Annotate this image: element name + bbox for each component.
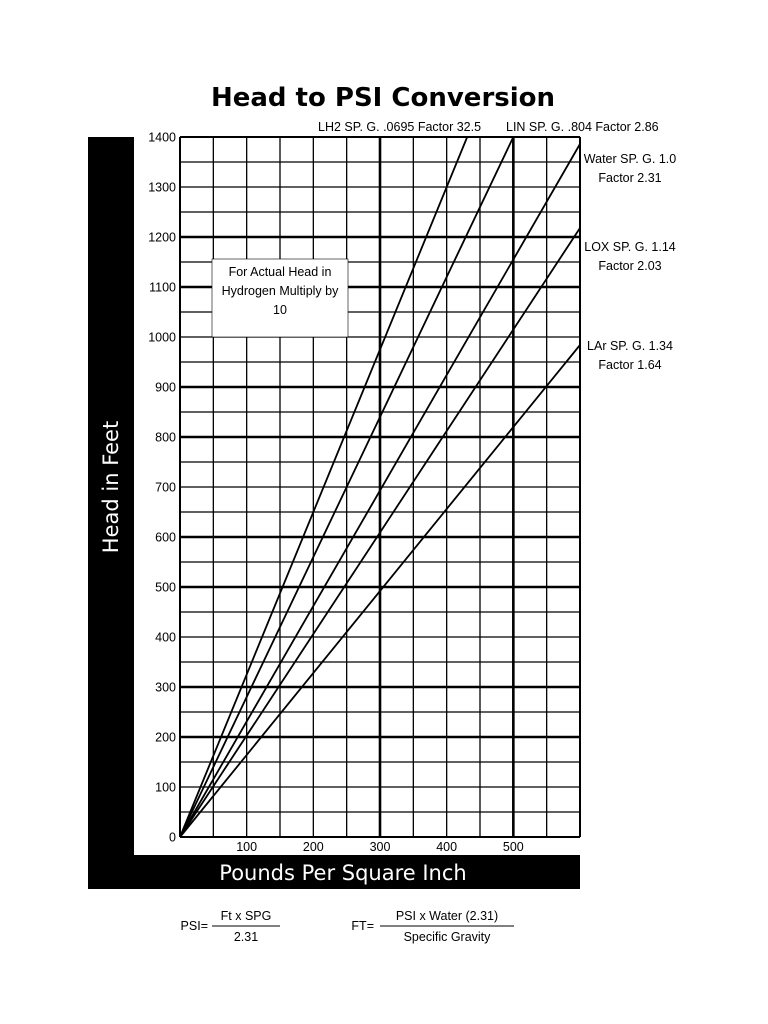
y-tick-label: 1100 [149,281,176,295]
series-label: Factor 1.64 [598,358,661,372]
y-tick-label: 1400 [148,131,176,145]
grid [179,136,581,838]
x-tick-label: 400 [436,840,457,854]
hydrogen-note-line-2: Hydrogen Multiply by [222,284,339,298]
x-tick-label: 100 [236,840,257,854]
y-tick-label: 400 [155,631,176,645]
x-axis-title-band [88,855,580,889]
psi-formula-denominator: 2.31 [234,930,258,944]
y-axis-title-band [88,137,134,889]
series-label: LH2 SP. G. .0695 Factor 32.5 [318,120,481,134]
y-tick-label: 1000 [148,331,176,345]
y-tick-label: 300 [155,681,176,695]
series-line [179,344,581,838]
hydrogen-note-line-1: For Actual Head in [229,265,332,279]
y-tick-label: 1200 [148,231,176,245]
ft-formula-lhs: FT= [351,919,374,933]
hydrogen-note-box [211,258,349,338]
series-label: Water SP. G. 1.0 [584,152,676,166]
y-tick-label: 600 [155,531,176,545]
y-tick-label: 0 [169,831,176,845]
psi-formula-lhs: PSI= [181,919,208,933]
series-line [179,143,581,838]
chart-title: Head to PSI Conversion [211,83,555,113]
y-tick-label: 700 [155,481,176,495]
y-tick-label: 100 [155,781,176,795]
series-label: LOX SP. G. 1.14 [584,240,676,254]
y-tick-label: 800 [155,431,176,445]
ft-formula: FT= PSI x Water (2.31) Specific Gravity [351,909,514,944]
ft-formula-numerator: PSI x Water (2.31) [396,909,498,923]
series-label: Factor 2.31 [598,171,661,185]
y-tick-label: 200 [155,731,176,745]
y-tick-label: 1300 [148,181,176,195]
series-label: Factor 2.03 [598,259,661,273]
series-label: LAr SP. G. 1.34 [587,339,673,353]
x-tick-label: 300 [370,840,391,854]
x-tick-label: 200 [303,840,324,854]
psi-formula: PSI= Ft x SPG 2.31 [181,909,280,944]
series-labels: LH2 SP. G. .0695 Factor 32.5 LIN SP. G. .… [318,120,676,372]
hydrogen-note: For Actual Head in Hydrogen Multiply by … [211,258,349,338]
series-line [179,136,469,838]
x-axis-title: Pounds Per Square Inch [219,861,466,885]
y-tick-label: 500 [155,581,176,595]
y-axis-title: Head in Feet [99,421,123,553]
psi-formula-numerator: Ft x SPG [221,909,272,923]
x-tick-label: 500 [503,840,524,854]
y-tick-label: 900 [155,381,176,395]
series-line [179,136,515,838]
hydrogen-note-line-3: 10 [273,303,287,317]
series-lines [179,136,581,838]
series-line [179,227,581,838]
series-label: LIN SP. G. .804 Factor 2.86 [506,120,659,134]
tick-labels: 0 100 200 300 400 500 600 700 800 900 1000 1100 1200… [148,131,524,855]
ft-formula-denominator: Specific Gravity [404,930,492,944]
